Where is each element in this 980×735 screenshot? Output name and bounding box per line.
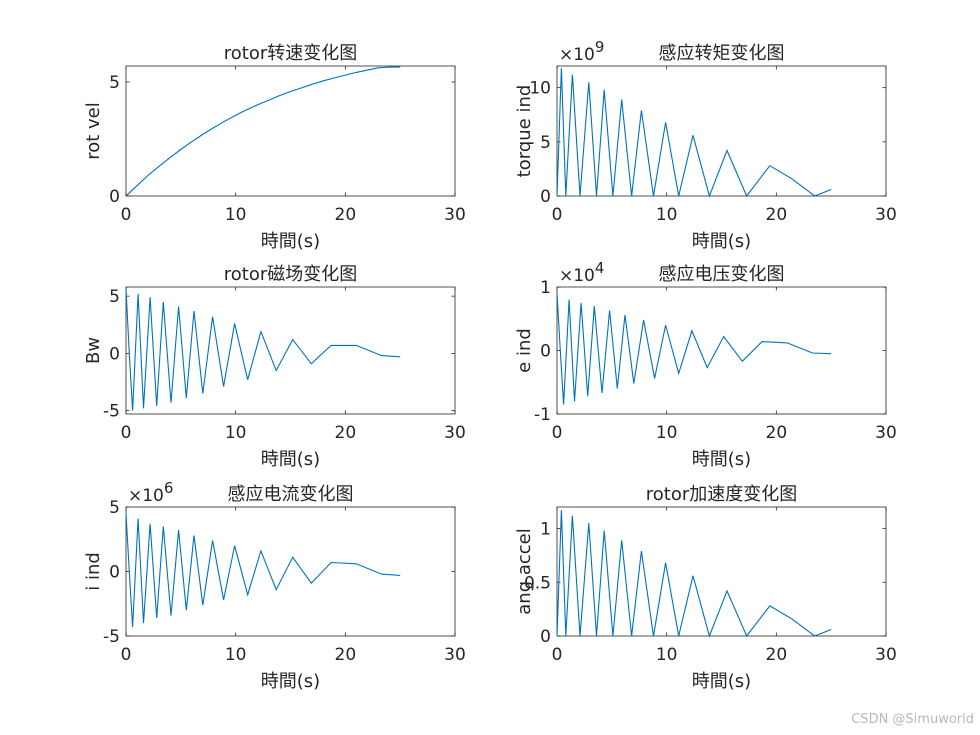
chart-6-plot-area [556, 506, 887, 637]
chart-2-x-tick-label: 0 [552, 205, 563, 225]
chart-1-x-axis-label: 時間(s) [261, 231, 320, 252]
chart-2-x-tick-label: 20 [766, 205, 788, 225]
chart-2-y-tick-label: 10 [529, 79, 551, 99]
chart-4-x-axis-label: 時間(s) [692, 449, 751, 470]
chart-1-y-tick-label: 5 [109, 73, 120, 93]
chart-3-y-tick-label: 5 [109, 287, 120, 307]
chart-6-y-tick-label: 1 [540, 520, 551, 540]
chart-5-y-tick-label: -5 [103, 627, 120, 647]
chart-5-series-line [125, 513, 401, 628]
chart-1-series-line [125, 66, 401, 197]
chart-2-y-tick-label: 0 [540, 187, 551, 207]
chart-4-y-axis-label: e ind [514, 328, 535, 373]
chart-4-y-tick-label: 1 [540, 278, 551, 298]
chart-3-x-tick-label: 10 [225, 423, 247, 443]
chart-1-x-tick-label: 20 [335, 205, 357, 225]
chart-3-plot-area [125, 286, 456, 415]
watermark: CSDN @Simuworld [851, 712, 974, 727]
chart-5-x-tick-label: 30 [444, 645, 466, 665]
chart-1-x-tick-label: 0 [121, 205, 132, 225]
chart-3-x-tick-label: 30 [444, 423, 466, 443]
chart-6-x-tick-label: 30 [875, 645, 897, 665]
chart-6-series-line [556, 510, 832, 638]
chart-5-exponent-label: ×106 [128, 479, 173, 506]
chart-4-y-tick-label: -1 [534, 405, 551, 425]
chart-3-x-tick-label: 20 [335, 423, 357, 443]
chart-5-x-tick-label: 20 [335, 645, 357, 665]
chart-2-exponent-label: ×109 [559, 38, 604, 65]
chart-4-y-tick-label: 0 [540, 342, 551, 362]
chart-6-x-tick-label: 0 [552, 645, 563, 665]
chart-5-x-tick-label: 10 [225, 645, 247, 665]
chart-2-y-axis-label: torque ind [514, 85, 535, 178]
chart-6-title: rotor加速度变化图 [646, 484, 798, 505]
chart-4-plot-area [556, 286, 887, 415]
chart-1-plot-area [125, 65, 456, 197]
chart-2-title: 感应转矩变化图 [659, 43, 785, 64]
chart-6-y-tick-label: 0 [540, 627, 551, 647]
chart-6-y-tick-label: 0.5 [524, 573, 551, 593]
chart-5-y-axis-label: i ind [83, 552, 104, 591]
chart-4-x-tick-label: 30 [875, 423, 897, 443]
chart-3-title: rotor磁场变化图 [224, 264, 358, 285]
chart-4-exponent-label: ×104 [559, 259, 604, 286]
chart-6-x-tick-label: 20 [766, 645, 788, 665]
chart-4-x-tick-label: 0 [552, 423, 563, 443]
chart-6-x-axis-label: 時間(s) [692, 671, 751, 692]
chart-2-y-tick-label: 5 [540, 133, 551, 153]
chart-3-y-tick-label: -5 [103, 402, 120, 422]
chart-5-y-tick-label: 0 [109, 563, 120, 583]
chart-2-x-tick-label: 30 [875, 205, 897, 225]
chart-2-series-line [556, 68, 832, 198]
chart-4-series-line [556, 293, 832, 405]
chart-3-x-tick-label: 0 [121, 423, 132, 443]
chart-6-y-axis-label: ang accel [514, 528, 535, 614]
chart-3-y-tick-label: 0 [109, 344, 120, 364]
chart-5-x-axis-label: 時間(s) [261, 671, 320, 692]
chart-1-x-tick-label: 30 [444, 205, 466, 225]
chart-4-title: 感应电压变化图 [659, 264, 785, 285]
chart-1-title: rotor转速变化图 [224, 43, 358, 64]
chart-1-y-tick-label: 0 [109, 187, 120, 207]
chart-1-y-axis-label: rot vel [83, 102, 104, 160]
chart-4-x-tick-label: 20 [766, 423, 788, 443]
chart-6-x-tick-label: 10 [656, 645, 678, 665]
chart-1-x-tick-label: 10 [225, 205, 247, 225]
chart-5-plot-area [125, 506, 456, 637]
chart-2-x-tick-label: 10 [656, 205, 678, 225]
chart-5-y-tick-label: 5 [109, 498, 120, 518]
chart-3-y-axis-label: Bw [83, 337, 104, 364]
chart-4-x-tick-label: 10 [656, 423, 678, 443]
chart-5-title: 感应电流变化图 [228, 484, 354, 505]
chart-5-x-tick-label: 0 [121, 645, 132, 665]
chart-2-x-axis-label: 時間(s) [692, 231, 751, 252]
chart-3-x-axis-label: 時間(s) [261, 449, 320, 470]
chart-3-series-line [125, 289, 401, 411]
chart-2-plot-area [556, 65, 887, 197]
